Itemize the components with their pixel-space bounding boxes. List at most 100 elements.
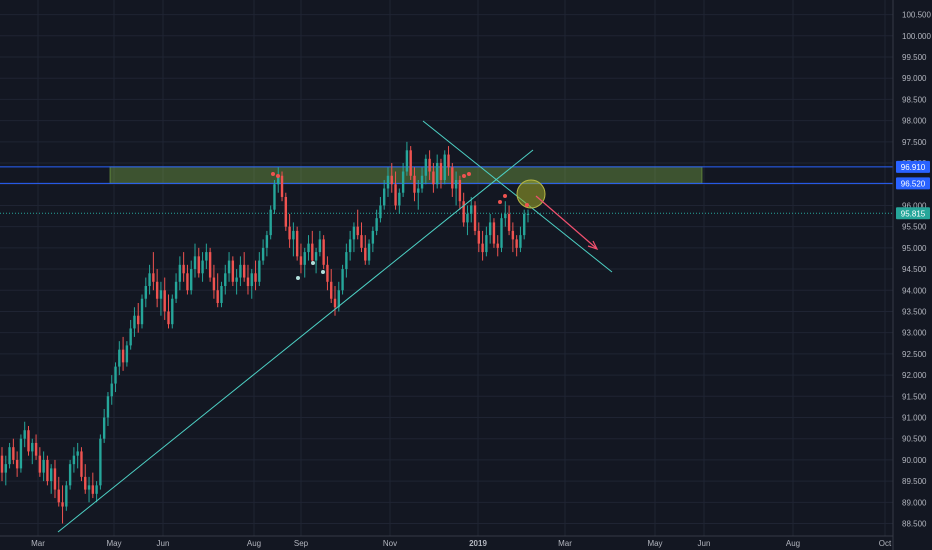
candle-body bbox=[292, 230, 295, 240]
candle-body bbox=[99, 438, 102, 486]
candle-body bbox=[330, 281, 333, 299]
candle-body bbox=[42, 459, 45, 473]
candle-body bbox=[102, 417, 106, 439]
y-tick-label: 90.500 bbox=[902, 435, 927, 444]
time-axis[interactable]: Mar May Jun Aug Sep Nov 2019 Mar May Jun Aug Oct bbox=[0, 535, 893, 548]
price-tag bbox=[896, 160, 930, 173]
candle-body bbox=[435, 163, 439, 185]
candle-body bbox=[155, 281, 159, 299]
y-tick-label: 94.500 bbox=[902, 265, 927, 274]
candle-body bbox=[190, 269, 193, 291]
candle-body bbox=[303, 252, 306, 265]
candle-body bbox=[367, 243, 371, 261]
candle-body bbox=[163, 290, 166, 312]
candle-body bbox=[65, 485, 68, 507]
candle-body bbox=[137, 315, 140, 325]
sell-marker bbox=[525, 203, 529, 207]
candle-body bbox=[152, 273, 155, 282]
candle-body bbox=[171, 298, 174, 325]
candle-body bbox=[333, 298, 337, 308]
sell-marker bbox=[503, 194, 507, 198]
candle-body bbox=[114, 366, 117, 384]
candle-body bbox=[186, 273, 189, 291]
x-tick-label: Jun bbox=[157, 539, 170, 548]
candle-body bbox=[212, 277, 216, 291]
candle-body bbox=[205, 252, 208, 261]
price-tag bbox=[896, 177, 930, 190]
candle-body bbox=[462, 201, 465, 223]
candle-body bbox=[496, 243, 499, 248]
projection-arrow-line[interactable] bbox=[535, 195, 597, 249]
x-tick-label: May bbox=[647, 539, 662, 548]
x-tick-label: 2019 bbox=[469, 539, 487, 548]
candle-body bbox=[318, 239, 322, 253]
candle-body bbox=[201, 260, 204, 274]
candle-body bbox=[91, 485, 95, 494]
y-tick-label: 99.500 bbox=[902, 53, 927, 62]
candle-body bbox=[235, 277, 238, 282]
candle-body bbox=[34, 442, 38, 456]
candle-body bbox=[511, 230, 515, 240]
candle-body bbox=[470, 205, 473, 214]
candle-body bbox=[118, 349, 121, 367]
candle-body bbox=[239, 264, 242, 278]
y-tick-label: 97.500 bbox=[902, 138, 927, 147]
candle-body bbox=[383, 188, 386, 206]
candle-body bbox=[242, 264, 246, 278]
x-tick-label: Nov bbox=[383, 539, 397, 548]
candle-body bbox=[95, 485, 98, 494]
y-tick-label: 99.000 bbox=[902, 74, 927, 83]
candle-body bbox=[254, 273, 257, 282]
y-tick-label: 89.000 bbox=[902, 498, 927, 507]
y-tick-label: 88.500 bbox=[902, 520, 927, 529]
candle-body bbox=[277, 175, 280, 185]
candle-body bbox=[417, 188, 420, 193]
candle-body bbox=[424, 158, 428, 176]
candle-body bbox=[492, 222, 496, 244]
y-tick-label: 92.500 bbox=[902, 350, 927, 359]
candle-body bbox=[4, 464, 7, 473]
x-tick-label: Sep bbox=[294, 539, 309, 548]
y-tick-label: 100.000 bbox=[902, 32, 931, 41]
buy-marker bbox=[296, 276, 300, 280]
x-tick-label: Mar bbox=[31, 539, 45, 548]
candle-body bbox=[314, 252, 318, 261]
candle-body bbox=[0, 455, 4, 473]
buy-marker bbox=[311, 261, 315, 265]
candle-body bbox=[15, 459, 19, 469]
candle-body bbox=[473, 205, 477, 231]
price-tags: 96.910 96.520 95.815 bbox=[896, 160, 930, 220]
y-tick-label: 93.500 bbox=[902, 307, 927, 316]
candle-body bbox=[174, 281, 178, 299]
candle-body bbox=[360, 235, 363, 248]
price-tag-label: 96.520 bbox=[901, 179, 926, 188]
candle-body bbox=[420, 175, 424, 189]
candle-body bbox=[284, 196, 288, 227]
buy-marker bbox=[321, 270, 325, 274]
candle-body bbox=[451, 167, 454, 189]
grid-lines bbox=[0, 0, 893, 536]
ascending-trendline[interactable] bbox=[57, 149, 534, 533]
candle-body bbox=[390, 175, 393, 185]
candle-body bbox=[224, 273, 227, 287]
candle-body bbox=[46, 459, 49, 482]
candle-body bbox=[386, 175, 390, 189]
candle-body bbox=[159, 290, 163, 299]
candle-body bbox=[57, 489, 60, 503]
y-tick-label: 95.500 bbox=[902, 223, 927, 232]
candle-body bbox=[87, 485, 91, 490]
candle-body bbox=[84, 476, 87, 490]
candle-body bbox=[197, 256, 200, 274]
candle-body bbox=[8, 447, 11, 465]
candle-body bbox=[72, 455, 76, 465]
candle-body bbox=[458, 180, 462, 202]
y-tick-label: 90.000 bbox=[902, 456, 927, 465]
projection-arrow-head bbox=[587, 240, 599, 251]
highlight-circle[interactable] bbox=[516, 179, 546, 209]
candle-body bbox=[526, 213, 530, 215]
candle-body bbox=[519, 235, 522, 248]
candle-body bbox=[401, 171, 405, 193]
candle-body bbox=[352, 226, 356, 240]
horizontal-lines bbox=[0, 166, 893, 214]
